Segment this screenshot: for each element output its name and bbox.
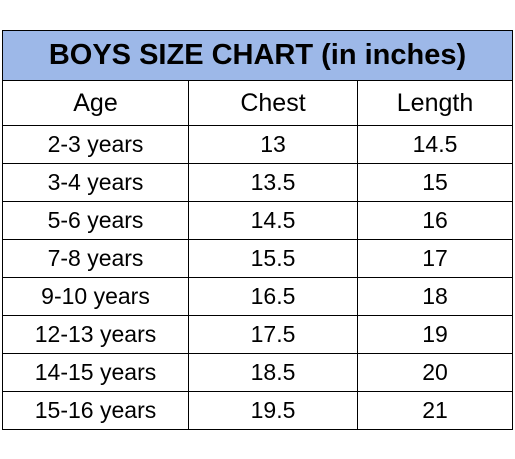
column-header: Chest: [188, 80, 358, 126]
table-cell: 17.5: [188, 315, 358, 354]
table-cell: 18: [356, 277, 514, 316]
column-header: Length: [356, 80, 514, 126]
table-cell: 9-10 years: [2, 277, 189, 316]
size-table: BOYS SIZE CHART (in inches) Age Chest Leng…: [1, 30, 514, 430]
table-row: 3-4 years 13.5 15: [2, 163, 514, 202]
table-cell: 12-13 years: [2, 315, 189, 354]
table-title: BOYS SIZE CHART (in inches): [1, 30, 514, 81]
table-cell: 14-15 years: [2, 353, 189, 392]
size-chart: BOYS SIZE CHART (in inches) Age Chest Leng…: [1, 30, 514, 430]
table-cell: 13: [188, 125, 358, 164]
table-row: 5-6 years 14.5 16: [2, 201, 514, 240]
table-row: 12-13 years 17.5 19: [2, 315, 514, 354]
table-cell: 2-3 years: [2, 125, 189, 164]
table-cell: 15.5: [188, 239, 358, 278]
table-row: 15-16 years 19.5 21: [2, 391, 514, 430]
table-row: 9-10 years 16.5 18: [2, 277, 514, 316]
table-cell: 18.5: [188, 353, 358, 392]
table-cell: 3-4 years: [2, 163, 189, 202]
table-row: 2-3 years 13 14.5: [2, 125, 514, 164]
table-cell: 20: [356, 353, 514, 392]
table-cell: 16: [356, 201, 514, 240]
table-row: 7-8 years 15.5 17: [2, 239, 514, 278]
table-cell: 14.5: [188, 201, 358, 240]
table-row: 14-15 years 18.5 20: [2, 353, 514, 392]
table-cell: 13.5: [188, 163, 358, 202]
column-header: Age: [2, 80, 189, 126]
table-cell: 14.5: [356, 125, 514, 164]
table-cell: 19: [356, 315, 514, 354]
table-cell: 5-6 years: [2, 201, 189, 240]
table-body: 2-3 years 13 14.5 3-4 years 13.5 15 5-6 years 1…: [2, 125, 514, 430]
table-cell: 16.5: [188, 277, 358, 316]
table-cell: 7-8 years: [2, 239, 189, 278]
table-cell: 19.5: [188, 391, 358, 430]
header-row: Age Chest Length: [2, 80, 514, 126]
table-cell: 17: [356, 239, 514, 278]
table-cell: 15: [356, 163, 514, 202]
table-cell: 15-16 years: [2, 391, 189, 430]
table-cell: 21: [356, 391, 514, 430]
